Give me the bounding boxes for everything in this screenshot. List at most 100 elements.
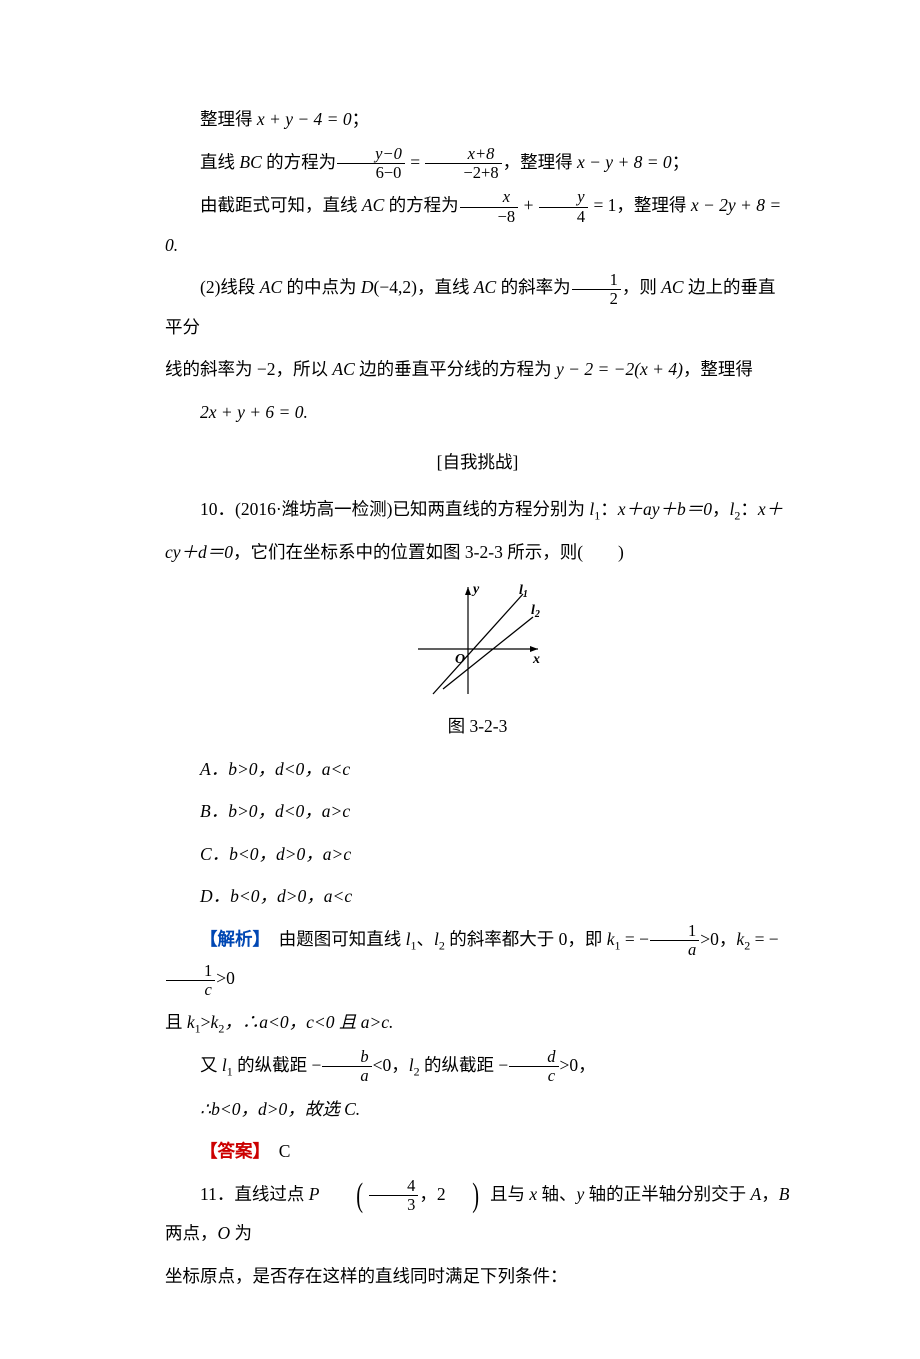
p2-eqr: x − y + 8 = 0: [577, 152, 672, 172]
label-y: y: [471, 582, 480, 597]
q10-src: (2016·潍坊高一检测): [235, 499, 392, 519]
q10b-eq: cy＋d＝0: [165, 542, 233, 562]
an-t2: 的斜率都大于 0，即: [445, 929, 607, 949]
p3-mid: 的方程为: [384, 195, 458, 215]
p1-prefix: 整理得: [200, 109, 257, 129]
analysis2: 且 k1>k2，∴a<0，c<0 且 a>c.: [165, 1003, 790, 1042]
p4c-eq: 2x + y + 6 = 0.: [200, 402, 308, 422]
answer: 【答案】 C: [165, 1132, 790, 1171]
lparen-icon: (: [335, 1179, 363, 1213]
an-eq1: = −: [621, 929, 650, 949]
an-f2: 1c: [166, 962, 215, 999]
p4-mid1: 的中点为: [282, 277, 361, 297]
p1: 整理得 x + y − 4 = 0；: [165, 100, 790, 139]
choice-c: C．b<0，d>0，a>c: [165, 835, 790, 874]
figure-caption: 图 3-2-3: [165, 707, 790, 746]
q11-t1: 直线过点: [234, 1184, 308, 1204]
an2-t1: 且: [165, 1012, 187, 1032]
q11-num: 11．: [200, 1184, 234, 1204]
p4-ac2: AC: [474, 277, 496, 297]
rparen-icon: ): [451, 1179, 479, 1213]
an-k1: k: [607, 929, 615, 949]
p2: 直线 BC 的方程为y−06−0 = x+8−2+8，整理得 x − y + 8…: [165, 143, 790, 183]
coordinate-graph: l1 l2 x y O: [403, 579, 553, 699]
answer-val: C: [261, 1141, 290, 1161]
p3-frac2: y4: [539, 188, 588, 225]
p4-coord: (−4,2)，直线: [374, 277, 474, 297]
q10-eq2: x＋: [758, 499, 783, 519]
label-l2: l2: [531, 603, 540, 620]
p3-frac1: x−8: [460, 188, 519, 225]
q11-cm2: ，: [761, 1184, 779, 1204]
an-gt1: >0，: [700, 929, 736, 949]
p4: (2)线段 AC 的中点为 D(−4,2)，直线 AC 的斜率为12，则 AC …: [165, 268, 790, 346]
q11: 11．直线过点 P (43，2)且与 x 轴、y 轴的正半轴分别交于 A，B 两…: [165, 1175, 790, 1253]
analysis3: 又 l1 的纵截距 −ba<0，l2 的纵截距 −dc>0，: [165, 1046, 790, 1086]
p4c: 2x + y + 6 = 0.: [165, 393, 790, 432]
answer-tag: 【答案】: [200, 1141, 261, 1161]
q11-t5: 两点，: [165, 1223, 218, 1243]
an-gt2: >0: [216, 968, 235, 988]
p1-suffix: ；: [352, 109, 370, 129]
q10b: cy＋d＝0，它们在坐标系中的位置如图 3-2-3 所示，则( ): [165, 533, 790, 572]
q11-t6: 为: [230, 1223, 252, 1243]
choice-a: A．b>0，d<0，a<c: [165, 750, 790, 789]
p4-ac3: AC: [661, 277, 683, 297]
p4-frac: 12: [572, 271, 621, 308]
p4b-ac: AC: [332, 359, 354, 379]
p2-prefix: 直线: [200, 152, 239, 172]
q11-t3: 轴、: [537, 1184, 576, 1204]
q11-p: P: [309, 1184, 320, 1204]
p4b-t3: ，整理得: [683, 359, 753, 379]
q10-num: 10．: [200, 499, 235, 519]
q10b-text: ，它们在坐标系中的位置如图 3-2-3 所示，则( ): [233, 542, 624, 562]
p2-comma: ，整理得: [503, 152, 577, 172]
p2-frac1: y−06−0: [337, 145, 405, 182]
p4-comma: ，则: [622, 277, 661, 297]
label-x: x: [532, 652, 540, 667]
p4-ac: AC: [260, 277, 282, 297]
an3-lt: <0，: [373, 1055, 409, 1075]
q11-t2: 且与: [490, 1184, 529, 1204]
q11-o: O: [218, 1223, 231, 1243]
q10-c1: ：: [600, 499, 618, 519]
q10-eq1: x＋ay＋b＝0: [618, 499, 712, 519]
analysis: 【解析】 由题图可知直线 l1、l2 的斜率都大于 0，即 k1 = −1a>0…: [165, 920, 790, 999]
q11-t4: 轴的正半轴分别交于: [584, 1184, 750, 1204]
an3-t2: 的纵截距 −: [233, 1055, 322, 1075]
an-f1: 1a: [650, 922, 699, 959]
p2-suffix: ；: [672, 152, 690, 172]
p2-eq: =: [406, 152, 425, 172]
p3-prefix: 由截距式可知，直线: [200, 195, 362, 215]
q10-c2: ：: [740, 499, 758, 519]
label-o: O: [455, 652, 465, 667]
y-arrow: [465, 587, 471, 595]
q10-t1: 已知两直线的方程分别为: [392, 499, 589, 519]
an-dot: 、: [417, 929, 435, 949]
q11-frac: 43: [369, 1177, 418, 1214]
p4-mid2: 的斜率为: [496, 277, 570, 297]
an3-t1: 又: [200, 1055, 222, 1075]
p2-frac2: x+8−2+8: [425, 145, 501, 182]
p3: 由截距式可知，直线 AC 的方程为x−8 + y4 = 1，整理得 x − 2y…: [165, 186, 790, 264]
analysis-tag: 【解析】: [200, 929, 261, 949]
p4-prefix: (2)线段: [200, 277, 260, 297]
q11-two: 2: [437, 1184, 446, 1204]
p4b-t1: 线的斜率为 −2，所以: [165, 359, 332, 379]
p3-ac: AC: [362, 195, 384, 215]
q10: 10．(2016·潍坊高一检测)已知两直线的方程分别为 l1：x＋ay＋b＝0，…: [165, 490, 790, 529]
an3-t3: 的纵截距 −: [420, 1055, 509, 1075]
line-l1: [433, 594, 523, 694]
an3-f1: ba: [322, 1048, 371, 1085]
section-title: [自我挑战]: [165, 443, 790, 482]
p4-d: D: [361, 277, 374, 297]
analysis4: ∴b<0，d>0，故选 C.: [165, 1090, 790, 1129]
figure-3-2-3: l1 l2 x y O: [165, 579, 790, 699]
an2-k1: k: [187, 1012, 195, 1032]
q11-comma: ，: [419, 1184, 437, 1204]
p3-eq: = 1，整理得: [589, 195, 691, 215]
p4b-t2: 边的垂直平分线的方程为: [355, 359, 556, 379]
an3-f2: dc: [509, 1048, 558, 1085]
p4b-eq: y − 2 = −2(x + 4): [556, 359, 683, 379]
an3-gt: >0，: [560, 1055, 596, 1075]
